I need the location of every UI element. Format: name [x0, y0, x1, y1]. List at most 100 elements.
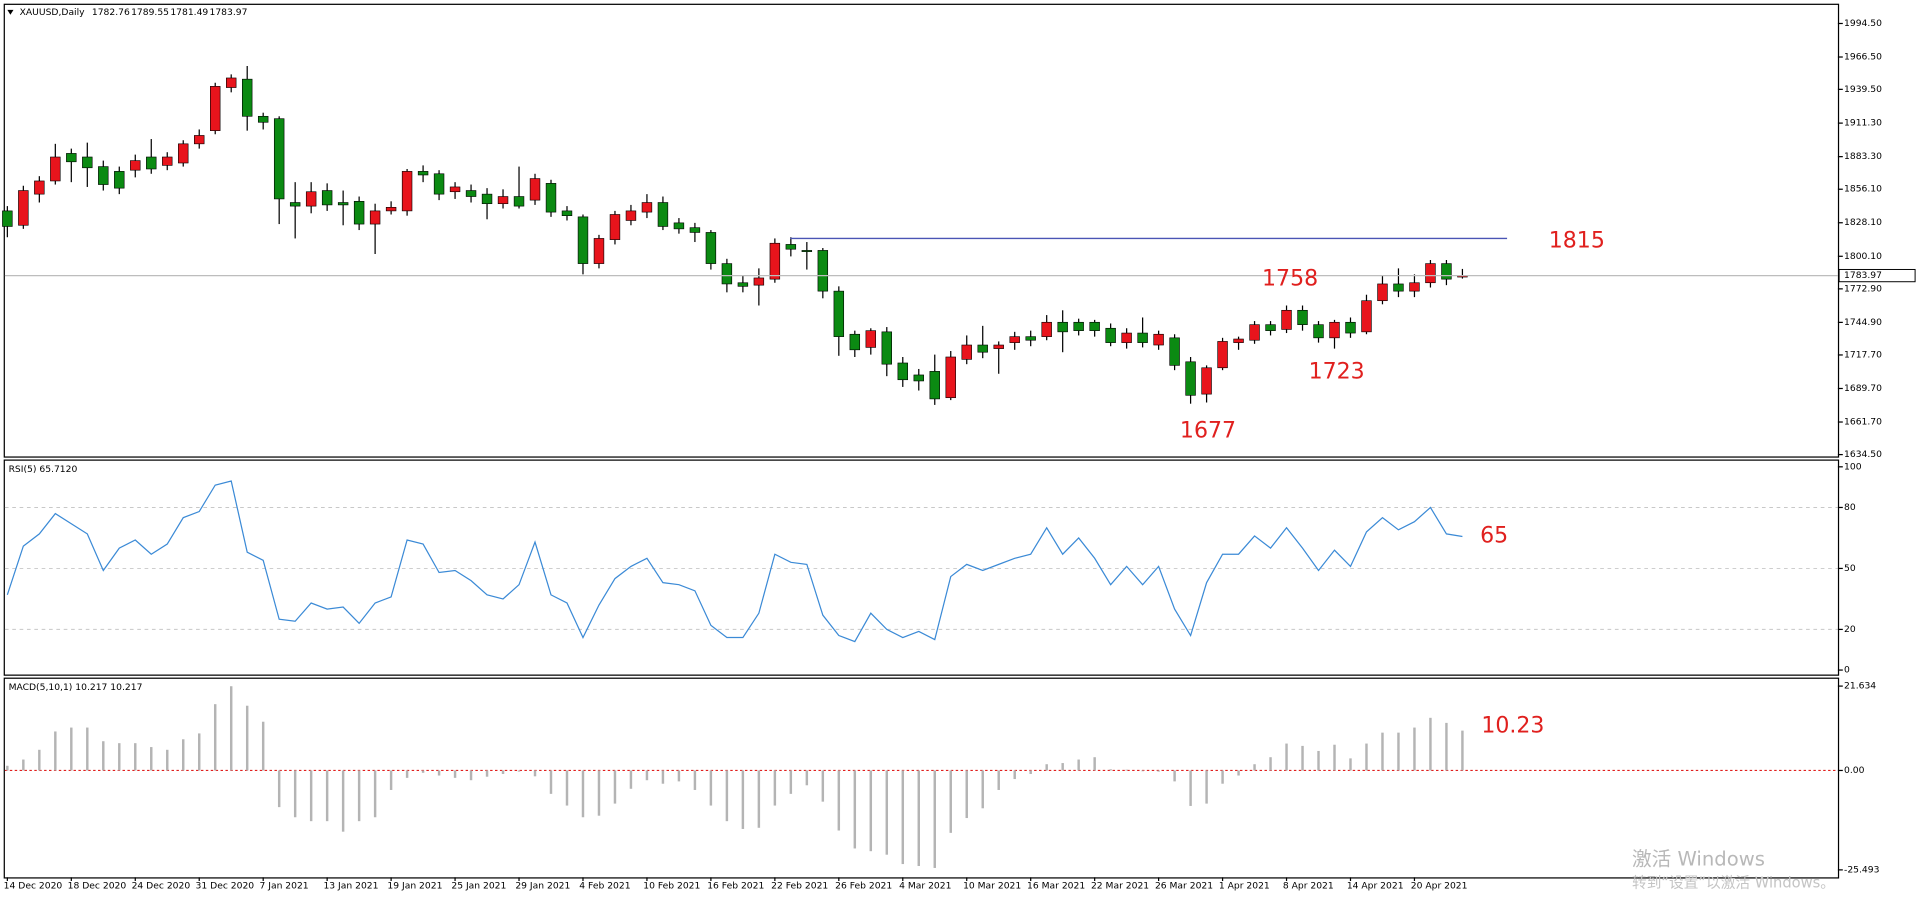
macd-bar [933, 770, 936, 868]
y-tick-label: 100 [1844, 461, 1862, 472]
candle-body [529, 178, 541, 201]
candle-body [210, 86, 221, 131]
macd-bar [1109, 769, 1112, 771]
macd-bar [597, 770, 601, 816]
macd-bar [134, 743, 137, 771]
macd-bar [821, 770, 825, 802]
x-tick-label: 25 Jan 2021 [451, 880, 506, 891]
candle-body [801, 250, 813, 252]
macd-bar [517, 770, 521, 772]
candle-body [1009, 336, 1020, 343]
y-tick-label: 1744.90 [1844, 317, 1882, 328]
macd-bar [341, 770, 345, 832]
candle-body [82, 156, 93, 169]
panel-title: RSI(5) 65.7120 [9, 464, 78, 475]
candle-body [114, 171, 125, 189]
candle-body [1233, 338, 1244, 343]
macd-bar [1237, 770, 1240, 776]
macd-bar [118, 743, 121, 771]
candle-body [226, 77, 237, 88]
macd-bar [1429, 717, 1432, 771]
candle-body [1265, 324, 1276, 331]
candle-body [609, 214, 621, 240]
y-tick-label: 1800.10 [1844, 251, 1882, 262]
macd-bar [885, 770, 889, 855]
candle-body [34, 180, 45, 195]
macd-bar [837, 770, 841, 831]
macd-bar [581, 770, 585, 818]
candle-body [593, 238, 605, 264]
rsi-line [6, 480, 1463, 643]
candle-body [641, 202, 653, 213]
x-tick-label: 4 Mar 2021 [899, 880, 951, 891]
symbol-menu-icon[interactable] [7, 9, 14, 15]
candle-body [1057, 321, 1068, 333]
y-tick-label: 1883.30 [1844, 151, 1882, 162]
candle-body [1393, 283, 1404, 292]
macd-bar [389, 770, 393, 790]
candle-body [753, 277, 765, 286]
annotation: 1815 [1549, 228, 1605, 253]
y-tick-label: 1911.30 [1844, 118, 1882, 129]
candle-body [673, 222, 685, 230]
x-tick-label: 10 Mar 2021 [963, 880, 1021, 891]
macd-bar [469, 770, 473, 781]
annotation: 1677 [1180, 418, 1236, 443]
x-tick-label: 26 Feb 2021 [835, 880, 892, 891]
y-tick-label: 50 [1844, 563, 1856, 574]
macd-bar [1285, 743, 1288, 771]
y-tick-label: 1772.90 [1844, 283, 1882, 294]
candle-body [945, 356, 956, 399]
candle-body [545, 183, 557, 213]
candle-body [385, 206, 397, 212]
y-tick-label: 1689.70 [1844, 383, 1882, 394]
macd-bar [741, 770, 745, 829]
macd-bar [357, 770, 361, 822]
macd-bar [1397, 732, 1400, 771]
y-tick-label: 0.00 [1844, 765, 1865, 776]
x-tick-label: 18 Dec 2020 [68, 880, 127, 891]
x-tick-label: 1 Apr 2021 [1219, 880, 1270, 891]
candle-body [257, 115, 269, 123]
candle-body [689, 227, 701, 233]
y-tick-label: 20 [1844, 624, 1856, 635]
x-tick-label: 7 Jan 2021 [260, 880, 309, 891]
candle-body [1025, 336, 1036, 341]
macd-bar [405, 770, 409, 778]
candle-body [2, 210, 13, 227]
x-tick-label: 16 Mar 2021 [1027, 880, 1085, 891]
candle-body [433, 173, 445, 195]
candle-body [817, 250, 829, 292]
macd-bar [501, 770, 505, 774]
candle-body [1409, 282, 1420, 292]
x-tick-label: 4 Feb 2021 [579, 880, 630, 891]
macd-bar [1365, 743, 1368, 771]
candle-body [961, 344, 972, 360]
x-tick-label: 13 Jan 2021 [323, 880, 378, 891]
macd-bar [1349, 758, 1352, 771]
macd-bar [150, 747, 153, 771]
y-tick-label: 21.634 [1844, 681, 1876, 692]
candle-body [241, 78, 253, 117]
y-tick-label: 1661.70 [1844, 417, 1882, 428]
macd-bar [1461, 730, 1464, 771]
candle-body [897, 362, 908, 381]
candle-body [577, 216, 589, 264]
candle-body [561, 210, 573, 216]
macd-bar [549, 770, 553, 794]
macd-bar [805, 770, 809, 786]
macd-bar [709, 770, 713, 806]
annotation: 1723 [1309, 360, 1365, 385]
macd-bar [22, 759, 25, 771]
candle-body [513, 196, 525, 207]
macd-bar [565, 770, 569, 806]
macd-bar [901, 770, 905, 865]
macd-bar [1125, 769, 1128, 771]
candle-body [130, 160, 141, 171]
candle-body [1313, 324, 1324, 339]
annotation: 10.23 [1481, 714, 1544, 739]
candle-body [273, 118, 285, 200]
candle-body [369, 210, 381, 225]
macd-bar [965, 770, 968, 819]
